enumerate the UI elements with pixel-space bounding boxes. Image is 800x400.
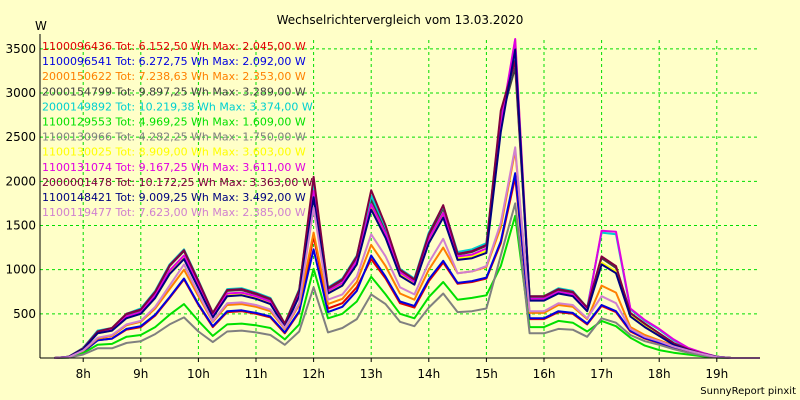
series-layer <box>54 38 760 359</box>
x-tick-label: 18h <box>648 367 671 381</box>
series-line <box>54 59 760 359</box>
legend-entry: 1100131074 Tot: 9.167,25 Wh Max: 3.611,0… <box>42 161 306 174</box>
x-tick-label: 17h <box>590 367 613 381</box>
legend-entry: 2000149892 Tot: 10.219,38 Wh Max: 3.374,… <box>42 100 313 113</box>
x-tick-label: 16h <box>533 367 556 381</box>
x-tick-label: 11h <box>245 367 268 381</box>
y-tick-label: 1500 <box>5 219 36 233</box>
y-tick-label: 500 <box>13 307 36 321</box>
credit-label: SunnyReport pinxit <box>700 386 796 397</box>
legend-entry: 1100130966 Tot: 4.282,25 Wh Max: 1.750,0… <box>42 131 306 144</box>
x-tick-label: 12h <box>302 367 325 381</box>
x-tick-label: 19h <box>705 367 728 381</box>
x-tick-label: 15h <box>475 367 498 381</box>
chart-title: Wechselrichtervergleich vom 13.03.2020 <box>277 13 524 27</box>
x-tick-label: 13h <box>360 367 383 381</box>
y-tick-label: 2500 <box>5 130 36 144</box>
y-axis-unit: W <box>35 19 47 33</box>
axes: 500 1000 1500 2000 2500 3000 3500 8h 9h 10h 11h 12h… <box>5 34 760 381</box>
series-line <box>54 202 760 359</box>
legend-entry: 1100129553 Tot: 4.969,25 Wh Max: 1.609,0… <box>42 116 306 129</box>
legend-entry: 2000154799 Tot: 9.897,25 Wh Max: 3.289,0… <box>42 85 306 98</box>
legend: 1100096436 Tot: 6.152,50 Wh Max: 2.045,0… <box>42 40 313 219</box>
legend-entry: 1100130025 Tot: 8.909,00 Wh Max: 3.603,0… <box>42 146 306 159</box>
legend-entry: 2000001478 Tot: 10.172,25 Wh Max: 3.363,… <box>42 176 313 189</box>
series-line <box>54 172 760 359</box>
series-line <box>54 149 760 359</box>
legend-entry: 1100148421 Tot: 9.009,25 Wh Max: 3.492,0… <box>42 191 306 204</box>
legend-entry: 2000150622 Tot: 7.238,63 Wh Max: 2.353,0… <box>42 70 306 83</box>
series-line <box>54 146 760 359</box>
series-line <box>54 38 760 359</box>
x-tick-label: 9h <box>133 367 148 381</box>
legend-entry: 1100096541 Tot: 6.272,75 Wh Max: 2.092,0… <box>42 55 306 68</box>
y-tick-label: 1000 <box>5 263 36 277</box>
series-line <box>54 214 760 359</box>
legend-entry: 1100096436 Tot: 6.152,50 Wh Max: 2.045,0… <box>42 40 306 53</box>
y-tick-label: 3000 <box>5 86 36 100</box>
series-line <box>54 48 760 359</box>
y-tick-label: 2000 <box>5 174 36 188</box>
y-tick-label: 3500 <box>5 42 36 56</box>
legend-entry: 1100119477 Tot: 7.623,00 Wh Max: 2.385,0… <box>42 206 306 219</box>
x-tick-label: 8h <box>76 367 91 381</box>
x-tick-label: 10h <box>187 367 210 381</box>
x-tick-label: 14h <box>417 367 440 381</box>
